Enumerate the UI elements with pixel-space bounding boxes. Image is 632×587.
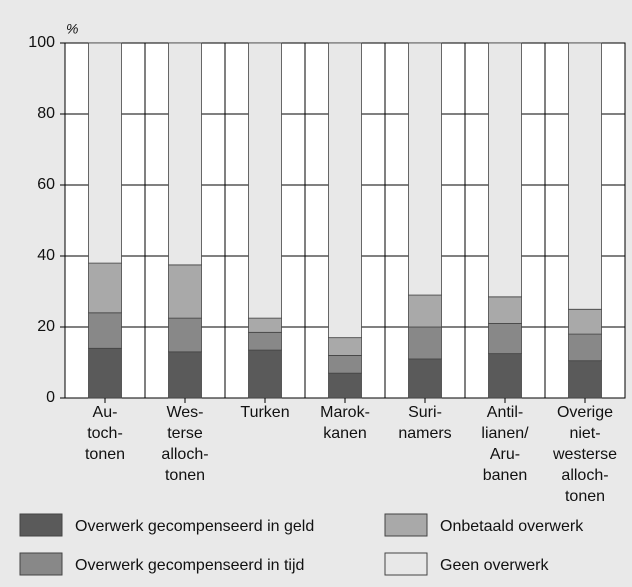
bar-segment bbox=[248, 349, 282, 399]
x-tick-label: Suri- bbox=[408, 404, 442, 421]
y-tick-label: 0 bbox=[46, 389, 55, 406]
x-tick-label: Antil- bbox=[487, 404, 523, 421]
bar-segment bbox=[568, 308, 602, 335]
bar-segment bbox=[168, 264, 202, 319]
x-tick-label: niet- bbox=[569, 425, 600, 442]
bar-segment bbox=[248, 331, 282, 351]
bar-segment bbox=[408, 358, 442, 399]
bar-segment bbox=[568, 42, 602, 310]
bar-segment bbox=[88, 312, 122, 349]
bar-segment bbox=[88, 42, 122, 264]
bar-segment bbox=[568, 333, 602, 362]
bar-segment bbox=[408, 42, 442, 296]
bar-segment bbox=[408, 326, 442, 360]
bar-segment bbox=[88, 347, 122, 399]
bar-segment bbox=[568, 360, 602, 399]
x-tick-label: terse bbox=[167, 425, 203, 442]
bar-segment bbox=[328, 337, 362, 356]
bar-segment bbox=[328, 354, 362, 374]
legend-label: Geen overwerk bbox=[440, 557, 549, 574]
bar-segment bbox=[488, 42, 522, 298]
x-tick-label: westerse bbox=[552, 446, 617, 463]
x-tick-label: lianen/ bbox=[481, 425, 529, 442]
x-tick-label: alloch- bbox=[161, 446, 208, 463]
x-tick-label: kanen bbox=[323, 425, 367, 442]
bar-segment bbox=[168, 317, 202, 353]
x-tick-label: Overige bbox=[557, 404, 613, 421]
x-tick-label: banen bbox=[483, 467, 528, 484]
bar-segment bbox=[248, 42, 282, 319]
bar-segment bbox=[168, 42, 202, 266]
legend-label: Overwerk gecompenseerd in tijd bbox=[75, 557, 304, 574]
bar-segment bbox=[488, 353, 522, 399]
y-tick-label: 80 bbox=[37, 105, 55, 122]
x-tick-label: namers bbox=[398, 425, 451, 442]
y-tick-label: 40 bbox=[37, 247, 55, 264]
bar-segment bbox=[488, 296, 522, 324]
legend-swatch bbox=[384, 513, 428, 537]
x-tick-label: tonen bbox=[85, 446, 125, 463]
bar-segment bbox=[168, 351, 202, 399]
legend-swatch bbox=[19, 552, 63, 576]
bar-segment bbox=[488, 323, 522, 355]
legend-label: Overwerk gecompenseerd in geld bbox=[75, 518, 314, 535]
bar-segment bbox=[248, 317, 282, 333]
x-tick-label: Turken bbox=[240, 404, 289, 421]
legend-swatch bbox=[384, 552, 428, 576]
x-tick-label: Wes- bbox=[166, 404, 203, 421]
x-tick-label: Marok- bbox=[320, 404, 370, 421]
legend-swatch bbox=[19, 513, 63, 537]
x-tick-label: toch- bbox=[87, 425, 123, 442]
x-tick-label: Aru- bbox=[490, 446, 520, 463]
y-tick-label: 100 bbox=[28, 34, 55, 51]
y-tick-label: 60 bbox=[37, 176, 55, 193]
y-tick-label: 20 bbox=[37, 318, 55, 335]
x-tick-label: alloch- bbox=[561, 467, 608, 484]
y-axis-label: % bbox=[66, 21, 78, 37]
bar-segment bbox=[328, 372, 362, 399]
x-tick-label: tonen bbox=[565, 488, 605, 505]
bar-segment bbox=[408, 294, 442, 328]
x-tick-label: Au- bbox=[93, 404, 118, 421]
bar-segment bbox=[328, 42, 362, 339]
bar-segment bbox=[88, 262, 122, 314]
legend-label: Onbetaald overwerk bbox=[440, 518, 584, 535]
x-tick-label: tonen bbox=[165, 467, 205, 484]
